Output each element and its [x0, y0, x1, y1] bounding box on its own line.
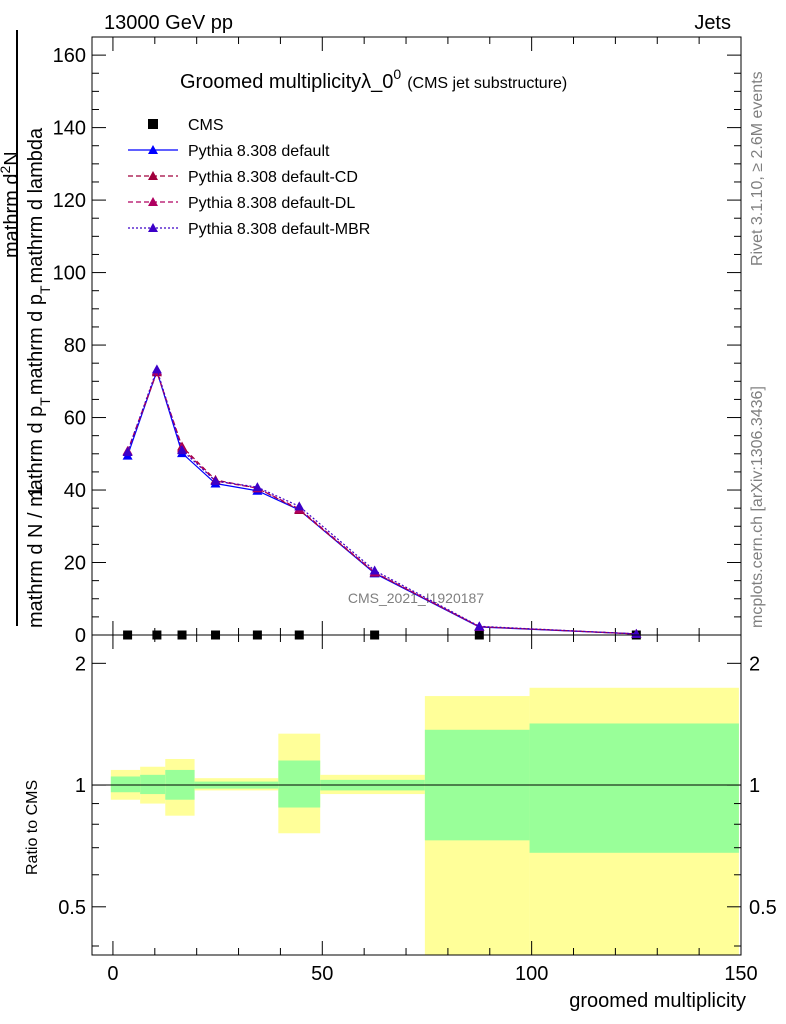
- main-y-tick-label: 120: [53, 190, 86, 212]
- ratio-y-tick-label-right: 0.5: [749, 897, 777, 919]
- y-axis-label-prefix: 1: [25, 486, 47, 497]
- y-axis-label-numerator-text: mathrm d: [1, 174, 23, 258]
- data-point: [631, 628, 642, 638]
- ratio-band-green: [110, 776, 141, 793]
- legend-entry: Pythia 8.308 default-MBR: [128, 221, 370, 238]
- series-4: [122, 364, 642, 638]
- data-point: [294, 501, 305, 511]
- ratio-y-tick-label: 1: [75, 775, 86, 797]
- main-y-tick-label: 0: [75, 625, 86, 647]
- ratio-y-axis: 0.5 0.5 1 1 2 2: [58, 653, 777, 947]
- x-tick-label: 150: [724, 963, 757, 985]
- ratio-band-green: [529, 723, 739, 853]
- data-point: [474, 621, 485, 631]
- chart-title-main: Groomed multiplicityλ_0: [180, 71, 393, 93]
- data-point: [210, 475, 221, 485]
- x-tick-label: 100: [515, 963, 548, 985]
- y-axis-label-numerator-end: N: [1, 151, 23, 165]
- ratio-y-axis-label: Ratio to CMS: [24, 780, 41, 875]
- analysis-watermark: CMS_2021_I1920187: [348, 590, 484, 606]
- y-axis-label-denominator-text: mathrm d N / mathrm d p: [25, 406, 47, 628]
- legend-marker: [148, 197, 158, 206]
- legend-label: Pythia 8.308 default-MBR: [188, 221, 370, 238]
- main-x-axis-ticks: [112, 37, 742, 635]
- main-y-axis: 0 20 40 60 80 100 120 140 160: [53, 36, 741, 647]
- main-y-tick-label: 60: [64, 408, 86, 430]
- chart-title: Groomed multiplicityλ_00 (CMS jet substru…: [180, 66, 567, 93]
- main-y-tick-label: 160: [53, 45, 86, 67]
- chart-title-superscript: 0: [393, 66, 401, 82]
- ratio-y-tick-label: 2: [75, 653, 86, 675]
- main-y-tick-label: 100: [53, 263, 86, 285]
- main-y-tick-label: 20: [64, 553, 86, 575]
- legend-label: Pythia 8.308 default: [188, 143, 330, 160]
- x-axis-label: groomed multiplicity: [569, 990, 746, 1012]
- legend-label: Pythia 8.308 default-CD: [188, 169, 358, 186]
- legend-marker: [148, 223, 158, 232]
- data-point: [252, 482, 263, 492]
- main-y-tick-label: 140: [53, 118, 86, 140]
- y-axis-label-numerator: mathrm d2N: [0, 151, 23, 258]
- ratio-y-tick-label: 0.5: [58, 897, 86, 919]
- ratio-plot-frame: [91, 634, 742, 956]
- legend: CMS Pythia 8.308 default Pythia 8.308 defa…: [128, 117, 370, 238]
- legend-entry: CMS: [148, 117, 224, 134]
- mcplots-label: mcplots.cern.ch [arXiv:1306.3436]: [749, 386, 766, 628]
- legend-label: Pythia 8.308 default-DL: [188, 195, 355, 212]
- x-tick-label: 0: [107, 963, 118, 985]
- legend-marker: [148, 119, 158, 129]
- rivet-version-label: Rivet 3.1.10, ≥ 2.6M events: [749, 71, 766, 266]
- data-point: [177, 445, 188, 455]
- legend-entry: Pythia 8.308 default: [128, 143, 330, 160]
- legend-marker: [148, 145, 158, 154]
- y-axis-label-denominator-tail: mathrm d lambda: [25, 127, 47, 283]
- ratio-band-green: [140, 774, 166, 795]
- y-axis-label: 1 mathrm d N / mathrm d pTmathrm d pTmat…: [0, 30, 53, 628]
- main-y-tick-label: 40: [64, 480, 86, 502]
- ratio-y-tick-label-right: 1: [749, 775, 760, 797]
- chart-subtitle: (CMS jet substructure): [407, 75, 567, 92]
- legend-marker: [148, 171, 158, 180]
- data-point: [151, 364, 162, 374]
- y-axis-label-denominator-sub: T: [37, 397, 53, 406]
- ratio-x-axis: 0 50 100 150: [107, 635, 758, 985]
- legend-label: CMS: [188, 117, 224, 134]
- y-axis-label-denominator-suffix: mathrm d p: [25, 294, 47, 395]
- ratio-bands-group: [92, 687, 741, 955]
- y-axis-label-denominator-suffix-sub: T: [37, 285, 53, 294]
- main-y-tick-label: 80: [64, 335, 86, 357]
- data-point: [122, 446, 133, 456]
- legend-entry: Pythia 8.308 default-DL: [128, 195, 355, 212]
- data-point: [369, 565, 380, 575]
- y-axis-label-denominator: mathrm d N / mathrm d pTmathrm d pTmathr…: [25, 127, 53, 628]
- ratio-y-tick-label-right: 2: [749, 653, 760, 675]
- main-series-group: [122, 364, 642, 640]
- ratio-band-green: [278, 760, 321, 808]
- legend-entry: Pythia 8.308 default-CD: [128, 169, 358, 186]
- x-tick-label: 50: [311, 963, 333, 985]
- header-energy-label: 13000 GeV pp: [104, 12, 233, 34]
- y-axis-label-numerator-sup: 2: [0, 166, 13, 174]
- header-category-label: Jets: [694, 12, 731, 34]
